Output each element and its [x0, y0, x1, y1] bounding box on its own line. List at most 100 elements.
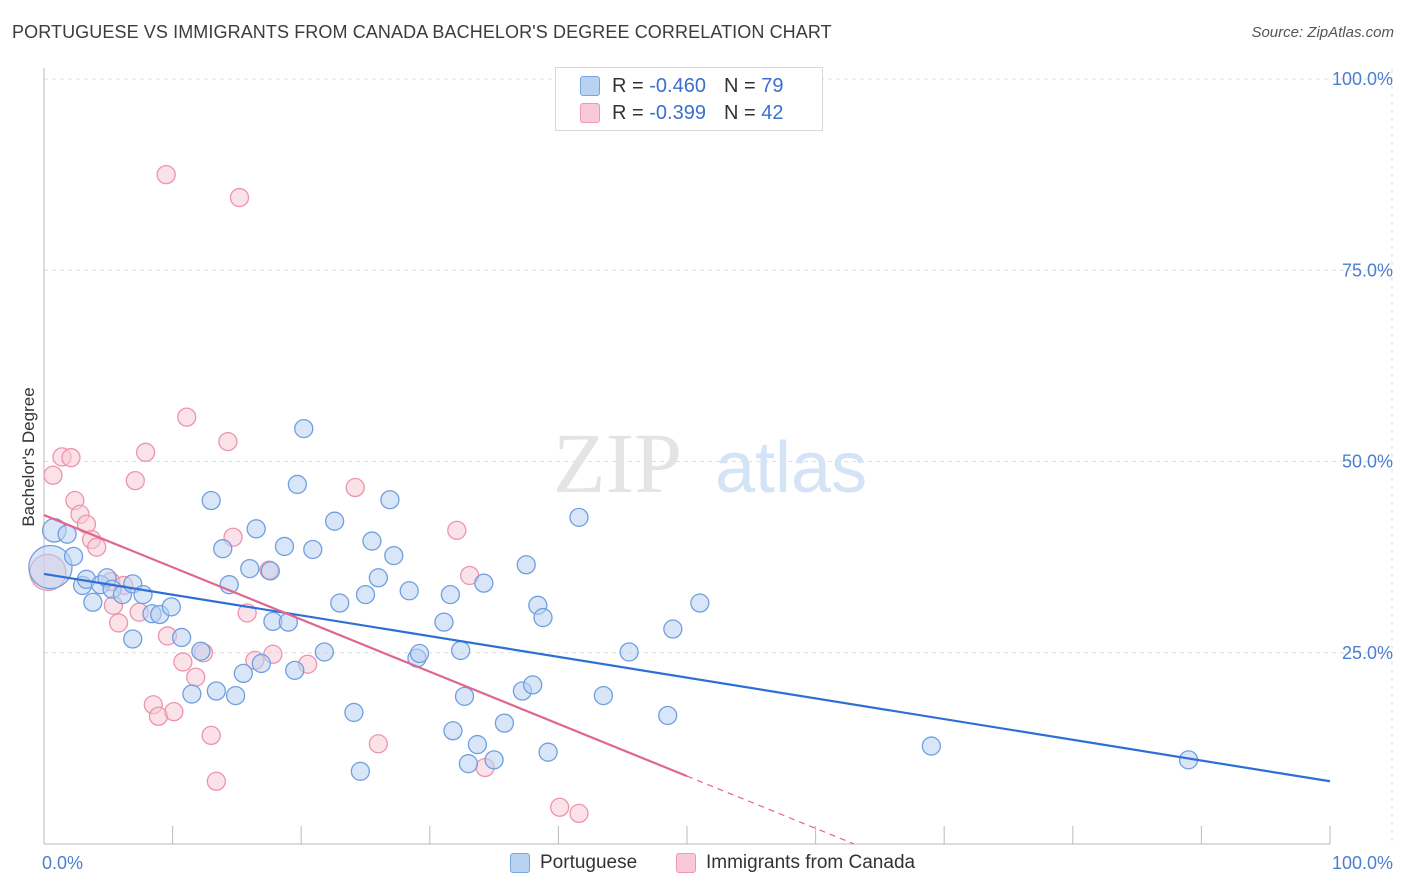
- point-immigrants-from-canada: [173, 652, 193, 672]
- point-portuguese: [287, 474, 307, 495]
- point-portuguese: [83, 592, 103, 612]
- point-portuguese: [225, 685, 246, 706]
- point-portuguese: [246, 519, 266, 539]
- trend-line-immigrants-from-canada: [43, 514, 688, 778]
- point-portuguese: [663, 619, 683, 639]
- legend-r-label: R =: [612, 74, 644, 97]
- point-portuguese: [434, 612, 454, 632]
- point-immigrants-from-canada: [43, 465, 63, 485]
- y-tick-label: 50.0%: [1342, 452, 1393, 472]
- legend-item-portuguese[interactable]: Portuguese: [510, 852, 637, 874]
- y-tick-label: 75.0%: [1342, 260, 1393, 280]
- point-portuguese: [399, 581, 419, 601]
- legend-r-value: -0.460: [649, 74, 706, 97]
- point-portuguese: [380, 490, 400, 510]
- point-portuguese: [458, 754, 479, 774]
- point-portuguese: [658, 705, 678, 726]
- point-immigrants-from-canada: [218, 431, 238, 452]
- legend-n-value: 79: [761, 74, 784, 97]
- legend-swatch-blue: [510, 853, 530, 873]
- watermark-zip: ZIP: [553, 415, 682, 511]
- point-portuguese: [516, 555, 536, 575]
- point-portuguese: [368, 568, 389, 588]
- point-immigrants-from-canada: [61, 448, 81, 468]
- legend-swatch-pink: [580, 103, 600, 123]
- y-tick-label: 25.0%: [1342, 643, 1393, 663]
- point-immigrants-from-canada: [345, 477, 365, 498]
- source-label: Source: ZipAtlas.com: [1251, 24, 1394, 41]
- x-tick-label: 100.0%: [1332, 853, 1393, 873]
- correlation-legend: R = -0.460 N = 79 R = -0.399 N = 42: [555, 67, 823, 131]
- legend-n-label: N =: [723, 101, 756, 124]
- point-immigrants-from-canada: [108, 613, 129, 633]
- point-immigrants-from-canada: [156, 164, 176, 185]
- legend-item-canada[interactable]: Immigrants from Canada: [676, 852, 915, 874]
- point-portuguese: [454, 686, 475, 707]
- point-immigrants-from-canada: [550, 797, 570, 817]
- trend-line-extension: [686, 775, 855, 845]
- point-portuguese: [240, 558, 260, 579]
- point-portuguese: [191, 641, 211, 661]
- point-portuguese: [451, 640, 471, 661]
- point-portuguese: [294, 418, 314, 439]
- legend-row-portuguese: R = -0.460 N = 79: [580, 73, 783, 99]
- point-portuguese: [443, 721, 463, 741]
- legend-label-canada: Immigrants from Canada: [706, 852, 916, 873]
- legend-label-portuguese: Portuguese: [540, 852, 638, 873]
- legend-row-canada: R = -0.399 N = 42: [580, 100, 783, 126]
- x-tick-label: 0.0%: [42, 853, 83, 873]
- point-immigrants-from-canada: [87, 537, 107, 557]
- point-portuguese: [538, 742, 558, 762]
- point-portuguese: [324, 511, 345, 531]
- point-portuguese: [467, 734, 488, 755]
- point-immigrants-from-canada: [186, 667, 206, 687]
- point-immigrants-from-canada: [206, 771, 226, 791]
- point-portuguese: [344, 702, 364, 723]
- point-portuguese: [474, 573, 494, 593]
- point-portuguese: [921, 736, 941, 756]
- point-portuguese: [494, 713, 515, 733]
- point-portuguese: [201, 490, 221, 511]
- legend-n-value: 42: [761, 101, 784, 124]
- point-portuguese: [285, 660, 305, 680]
- point-portuguese: [233, 663, 253, 684]
- point-portuguese: [619, 642, 639, 662]
- point-portuguese: [484, 750, 504, 770]
- point-immigrants-from-canada: [569, 803, 589, 824]
- point-immigrants-from-canada: [229, 187, 250, 208]
- point-immigrants-from-canada: [201, 725, 221, 746]
- point-portuguese: [330, 593, 350, 613]
- trend-line-portuguese: [43, 572, 1331, 783]
- point-portuguese: [303, 539, 323, 560]
- point-portuguese: [314, 642, 334, 662]
- tick-labels: 25.0% 50.0% 75.0% 100.0% 0.0% 100.0%: [42, 69, 1393, 873]
- axes: [43, 68, 1331, 845]
- gridlines: [44, 69, 1393, 844]
- point-portuguese: [350, 761, 371, 781]
- point-immigrants-from-canada: [164, 702, 184, 722]
- point-immigrants-from-canada: [125, 470, 145, 491]
- point-portuguese: [171, 627, 192, 648]
- watermark: ZIP atlas: [553, 415, 867, 511]
- point-portuguese: [28, 544, 73, 590]
- point-portuguese: [409, 643, 430, 664]
- point-portuguese: [593, 685, 614, 706]
- legend-r-label: R =: [612, 101, 644, 124]
- point-portuguese: [440, 584, 461, 605]
- y-axis-label: Bachelor's Degree: [19, 387, 38, 526]
- watermark-atlas: atlas: [715, 428, 867, 508]
- point-portuguese: [213, 539, 233, 559]
- point-portuguese: [206, 681, 226, 701]
- point-portuguese: [690, 593, 710, 613]
- point-portuguese: [384, 545, 404, 566]
- legend-n-label: N =: [723, 74, 756, 97]
- point-portuguese: [362, 531, 382, 551]
- series-portuguese: [28, 418, 1199, 781]
- point-portuguese: [123, 629, 143, 649]
- point-portuguese: [523, 675, 543, 695]
- legend-r-value: -0.399: [649, 101, 706, 124]
- point-immigrants-from-canada: [447, 520, 467, 540]
- chart-title: PORTUGUESE VS IMMIGRANTS FROM CANADA BAC…: [12, 22, 832, 42]
- y-tick-label: 100.0%: [1332, 69, 1393, 89]
